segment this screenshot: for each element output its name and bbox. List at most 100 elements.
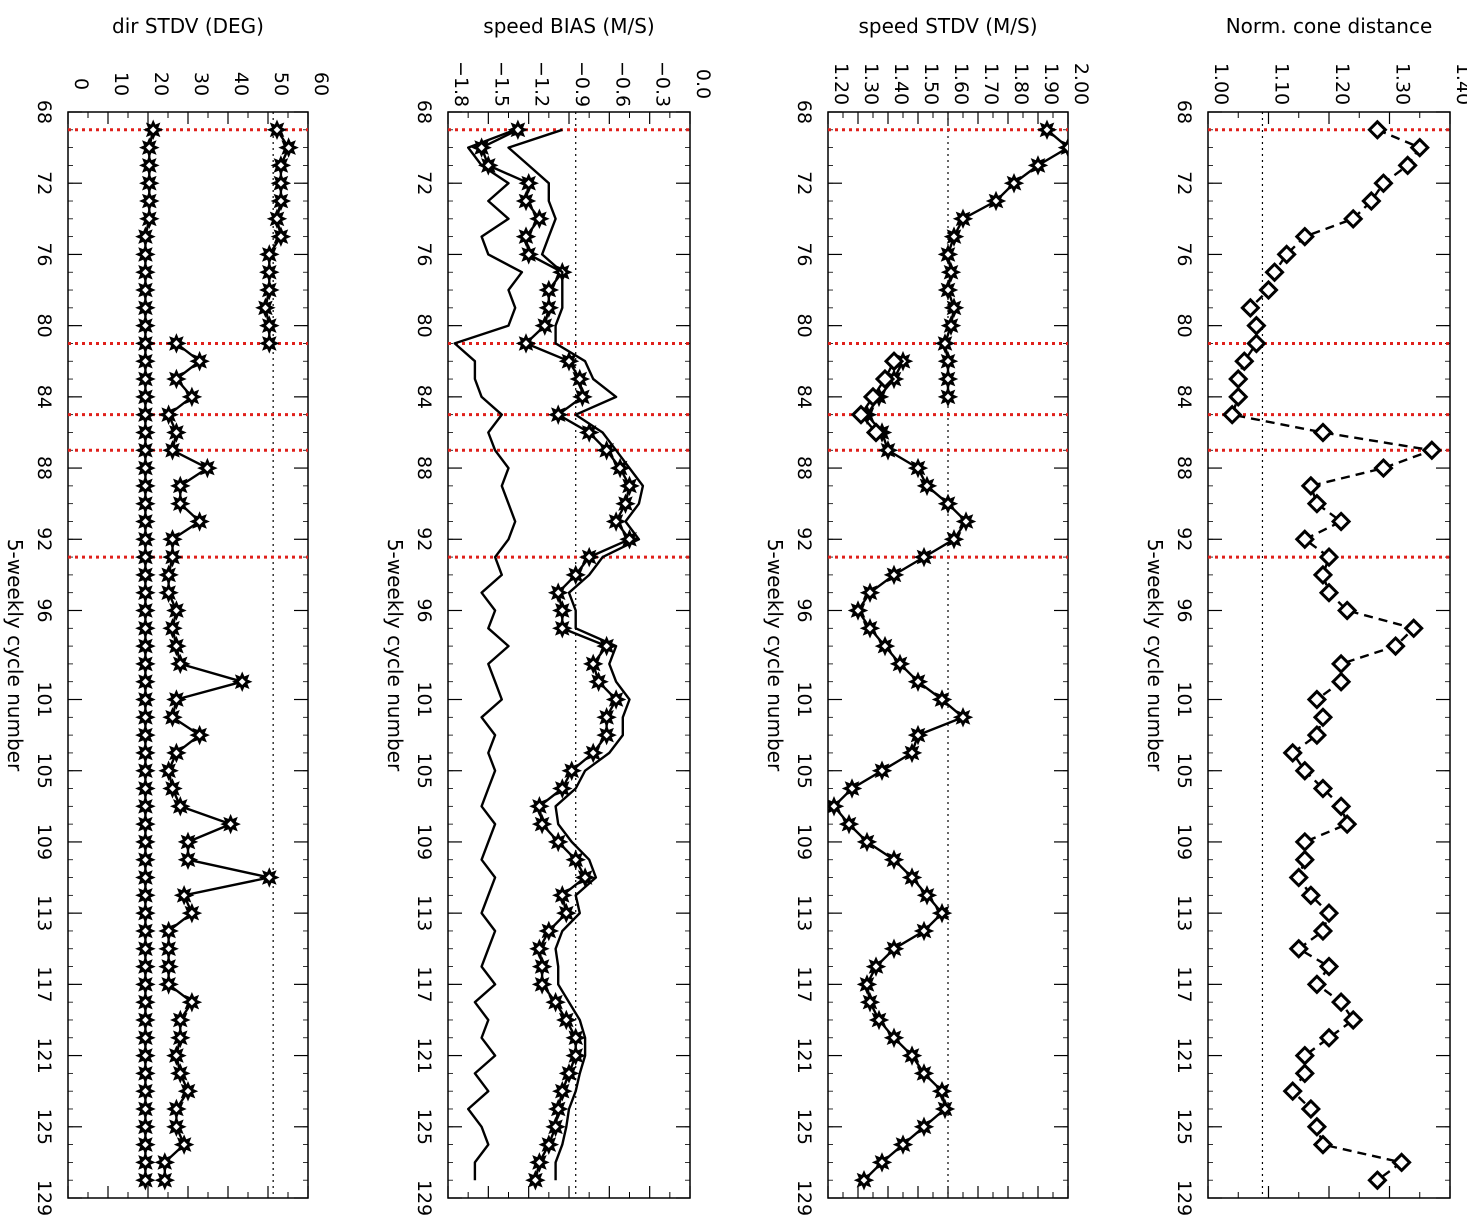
data-point xyxy=(163,926,174,936)
data-point xyxy=(140,267,151,277)
data-point xyxy=(1330,671,1352,692)
y-tick-label: 1.70 xyxy=(980,63,1002,105)
data-point xyxy=(889,855,899,865)
plot-frame xyxy=(447,111,691,1199)
y-axis-title: speed BIAS (M/S) xyxy=(483,14,654,38)
data-point xyxy=(1288,867,1309,888)
data-point xyxy=(895,659,905,669)
data-point xyxy=(557,623,567,634)
data-point xyxy=(144,178,154,188)
data-point xyxy=(871,961,881,972)
data-point xyxy=(167,623,178,634)
data-point xyxy=(1373,173,1394,194)
x-tick-label: 80 xyxy=(793,314,815,338)
series-line xyxy=(480,128,631,1181)
data-point xyxy=(171,641,182,651)
data-point xyxy=(523,178,534,188)
x-tick-label: 109 xyxy=(793,824,815,860)
data-point xyxy=(862,837,872,847)
data-point xyxy=(1294,226,1315,247)
data-point xyxy=(140,570,151,580)
data-point xyxy=(276,160,286,171)
data-point xyxy=(1403,618,1424,639)
data-point xyxy=(1264,262,1285,283)
x-tick-label: 121 xyxy=(413,1037,435,1073)
data-point xyxy=(940,338,950,349)
data-point xyxy=(167,534,178,544)
series-line xyxy=(1231,128,1434,1182)
data-point xyxy=(874,1015,884,1025)
data-point xyxy=(272,214,282,224)
x-tick-label: 84 xyxy=(413,385,435,409)
data-point xyxy=(140,409,151,420)
data-point xyxy=(940,1104,950,1114)
series-line xyxy=(832,360,968,1182)
data-point xyxy=(140,338,151,349)
data-point xyxy=(1246,315,1267,336)
data-point xyxy=(1306,689,1328,710)
data-point xyxy=(264,285,274,295)
data-point xyxy=(140,534,151,544)
data-point xyxy=(140,783,151,794)
data-point xyxy=(140,356,151,366)
data-point xyxy=(521,338,531,349)
x-tick-label: 109 xyxy=(33,824,55,860)
panel-1: 0 10 20 30 40 50 60 dir STDV (DEG) 68 72 76 80 84 88 9… xyxy=(3,14,332,1216)
data-point xyxy=(601,712,612,723)
data-point xyxy=(1294,1063,1315,1084)
data-point xyxy=(260,303,271,313)
data-point xyxy=(1282,742,1303,764)
data-point xyxy=(187,392,197,402)
data-point xyxy=(140,676,151,687)
x-tick-label: 129 xyxy=(793,1180,815,1216)
x-tick-label: 92 xyxy=(33,527,55,551)
data-point xyxy=(171,694,182,705)
data-point xyxy=(264,338,274,349)
data-point xyxy=(140,392,151,402)
x-tick-label: 96 xyxy=(793,598,815,622)
data-point xyxy=(194,356,205,366)
data-point xyxy=(1318,582,1340,603)
x-tick-label: 72 xyxy=(413,171,435,195)
data-point xyxy=(140,872,151,883)
data-point xyxy=(1228,368,1249,390)
y-tick-label: 1.10 xyxy=(1271,63,1293,105)
data-point xyxy=(1318,546,1340,568)
x-axis-title: 5-weekly cycle number xyxy=(1143,539,1167,772)
data-point xyxy=(557,605,567,616)
data-point xyxy=(1312,778,1334,799)
data-point xyxy=(859,1175,869,1185)
data-point xyxy=(276,178,286,188)
data-point xyxy=(898,1139,908,1150)
data-point xyxy=(167,712,178,723)
data-point xyxy=(961,516,971,527)
series-line xyxy=(943,128,1068,397)
data-point xyxy=(937,908,947,918)
data-point xyxy=(943,285,953,295)
data-point xyxy=(272,125,282,135)
data-point xyxy=(1294,849,1315,870)
x-tick-label: 105 xyxy=(413,753,435,789)
data-point xyxy=(1228,386,1249,407)
data-point xyxy=(943,392,953,402)
data-point xyxy=(575,374,585,384)
data-point xyxy=(140,1122,151,1132)
data-point xyxy=(561,1015,572,1025)
data-point xyxy=(140,961,151,972)
data-point xyxy=(588,748,598,758)
data-point xyxy=(175,498,185,509)
data-point xyxy=(946,320,956,331)
data-point xyxy=(140,908,151,918)
data-point xyxy=(1312,707,1334,728)
x-tick-label: 121 xyxy=(33,1037,55,1073)
data-point xyxy=(949,231,959,242)
data-point xyxy=(1367,1170,1388,1191)
data-point xyxy=(175,481,185,491)
x-tick-label: 88 xyxy=(413,456,435,480)
x-tick-label: 129 xyxy=(33,1180,55,1216)
x-tick-label: 101 xyxy=(33,681,55,717)
data-point xyxy=(1385,635,1406,657)
data-point xyxy=(1258,279,1279,301)
y-axis-title: Norm. cone distance xyxy=(1226,14,1433,38)
